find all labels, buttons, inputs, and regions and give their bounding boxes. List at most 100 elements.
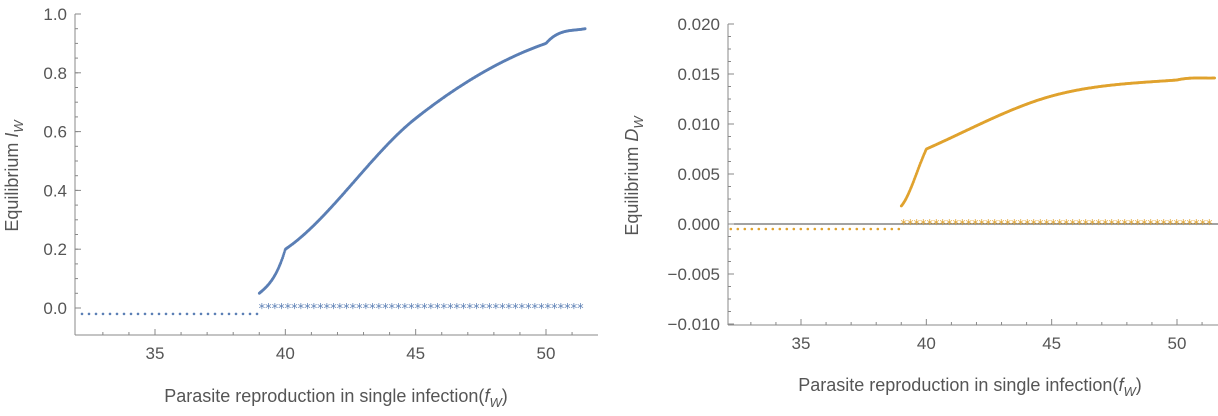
right-unstable-point bbox=[757, 227, 761, 231]
right-unstable-point bbox=[876, 227, 880, 231]
left-star-point: * bbox=[525, 302, 532, 317]
left-star-point: * bbox=[473, 302, 480, 317]
right-x-axis-title: Parasite reproduction in single infectio… bbox=[798, 375, 1141, 399]
right-unstable-point bbox=[862, 227, 866, 231]
left-star-point: * bbox=[454, 302, 461, 317]
left-unstable-point bbox=[143, 312, 147, 316]
left-star-point: * bbox=[571, 302, 578, 317]
right-star-point: * bbox=[1174, 218, 1181, 233]
left-star-point: * bbox=[291, 302, 298, 317]
right-unstable-point bbox=[897, 227, 901, 231]
left-star-point: * bbox=[512, 302, 519, 317]
left-star-point: * bbox=[304, 302, 311, 317]
chart-right-panel: 35 40 45 50 −0.010 −0.005 0.000 0.005 0.010 0.015… bbox=[622, 15, 1218, 399]
left-star-point: * bbox=[415, 302, 422, 317]
left-x-axis-title: Parasite reproduction in single infectio… bbox=[164, 386, 507, 410]
right-star-point: * bbox=[1135, 218, 1142, 233]
left-star-point: * bbox=[330, 302, 337, 317]
left-star-point: * bbox=[272, 302, 279, 317]
left-star-point: * bbox=[551, 302, 558, 317]
right-star-point: * bbox=[1063, 218, 1070, 233]
left-star-point: * bbox=[506, 302, 513, 317]
left-star-point: * bbox=[519, 302, 526, 317]
left-unstable-point bbox=[157, 312, 161, 316]
left-star-point: * bbox=[467, 302, 474, 317]
left-x-tick-label: 40 bbox=[276, 344, 295, 363]
left-star-point: * bbox=[564, 302, 571, 317]
left-star-point: * bbox=[324, 302, 331, 317]
left-y-tick-label: 0.6 bbox=[43, 123, 67, 142]
left-star-point: * bbox=[428, 302, 435, 317]
right-unstable-point bbox=[736, 227, 740, 231]
right-star-point: * bbox=[1193, 218, 1200, 233]
right-unstable-point bbox=[834, 227, 838, 231]
right-star-point: * bbox=[959, 218, 966, 233]
right-x-tick-label: 50 bbox=[1168, 334, 1187, 353]
right-star-point: * bbox=[1154, 218, 1161, 233]
left-unstable-point bbox=[164, 312, 168, 316]
left-star-point: * bbox=[545, 302, 552, 317]
right-x-tick-label: 45 bbox=[1042, 334, 1061, 353]
left-star-point: * bbox=[532, 302, 539, 317]
right-star-point: * bbox=[1200, 218, 1207, 233]
right-star-point: * bbox=[1005, 218, 1012, 233]
right-star-point: * bbox=[1141, 218, 1148, 233]
right-unstable-point bbox=[855, 227, 859, 231]
right-star-point: * bbox=[998, 218, 1005, 233]
right-star-point: * bbox=[1044, 218, 1051, 233]
left-star-point: * bbox=[486, 302, 493, 317]
left-unstable-point bbox=[171, 312, 175, 316]
right-y-axis-title: Equilibrium DW bbox=[622, 115, 646, 236]
right-unstable-point bbox=[827, 227, 831, 231]
right-unstable-point bbox=[848, 227, 852, 231]
left-ticks: 35 40 45 50 0.0 0.2 0.4 0.6 0.8 1.0 bbox=[43, 5, 573, 363]
right-unstable-point bbox=[729, 227, 733, 231]
left-star-point: * bbox=[265, 302, 272, 317]
left-star-point: * bbox=[350, 302, 357, 317]
right-unstable-point bbox=[750, 227, 754, 231]
right-y-tick-label: 0.010 bbox=[677, 115, 720, 134]
right-unstable-point bbox=[841, 227, 845, 231]
left-unstable-point bbox=[136, 312, 140, 316]
right-x-tick-label: 40 bbox=[917, 334, 936, 353]
left-unstable-point bbox=[234, 312, 238, 316]
left-star-point: * bbox=[441, 302, 448, 317]
right-star-point: * bbox=[1161, 218, 1168, 233]
right-y-tick-label: 0.005 bbox=[677, 165, 720, 184]
left-unstable-point bbox=[227, 312, 231, 316]
left-star-point: * bbox=[447, 302, 454, 317]
right-unstable-point bbox=[869, 227, 873, 231]
left-star-point: * bbox=[311, 302, 318, 317]
right-star-point: * bbox=[972, 218, 979, 233]
right-star-point: * bbox=[901, 218, 908, 233]
right-star-point: * bbox=[992, 218, 999, 233]
right-star-point: * bbox=[1148, 218, 1155, 233]
right-star-point: * bbox=[1024, 218, 1031, 233]
left-star-point: * bbox=[538, 302, 545, 317]
left-star-point: * bbox=[369, 302, 376, 317]
right-y-tick-label: 0.000 bbox=[677, 215, 720, 234]
left-unstable-point bbox=[178, 312, 182, 316]
left-star-point: * bbox=[558, 302, 565, 317]
right-star-point: * bbox=[1031, 218, 1038, 233]
right-star-point: * bbox=[1070, 218, 1077, 233]
right-star-point: * bbox=[979, 218, 986, 233]
right-star-point: * bbox=[946, 218, 953, 233]
right-star-point: * bbox=[920, 218, 927, 233]
left-unstable-point bbox=[241, 312, 245, 316]
right-star-point: * bbox=[1089, 218, 1096, 233]
left-marks: * * * * * * * * * * * * * * * * * * * * * * * * * * * * * * * * * * * * * * * *… bbox=[80, 27, 587, 317]
left-star-point: * bbox=[402, 302, 409, 317]
left-unstable-point bbox=[192, 312, 196, 316]
left-unstable-point bbox=[101, 312, 105, 316]
left-star-point: * bbox=[278, 302, 285, 317]
right-star-point: * bbox=[1096, 218, 1103, 233]
right-unstable-point bbox=[764, 227, 768, 231]
right-ticks: 35 40 45 50 −0.010 −0.005 0.000 0.005 0.010 0.015… bbox=[668, 15, 1203, 353]
left-unstable-point bbox=[185, 312, 189, 316]
right-unstable-point bbox=[806, 227, 810, 231]
left-star-point: * bbox=[434, 302, 441, 317]
left-star-point: * bbox=[493, 302, 500, 317]
left-y-tick-label: 0.4 bbox=[43, 181, 67, 200]
left-y-axis-title: Equilibrium IW bbox=[2, 119, 26, 232]
